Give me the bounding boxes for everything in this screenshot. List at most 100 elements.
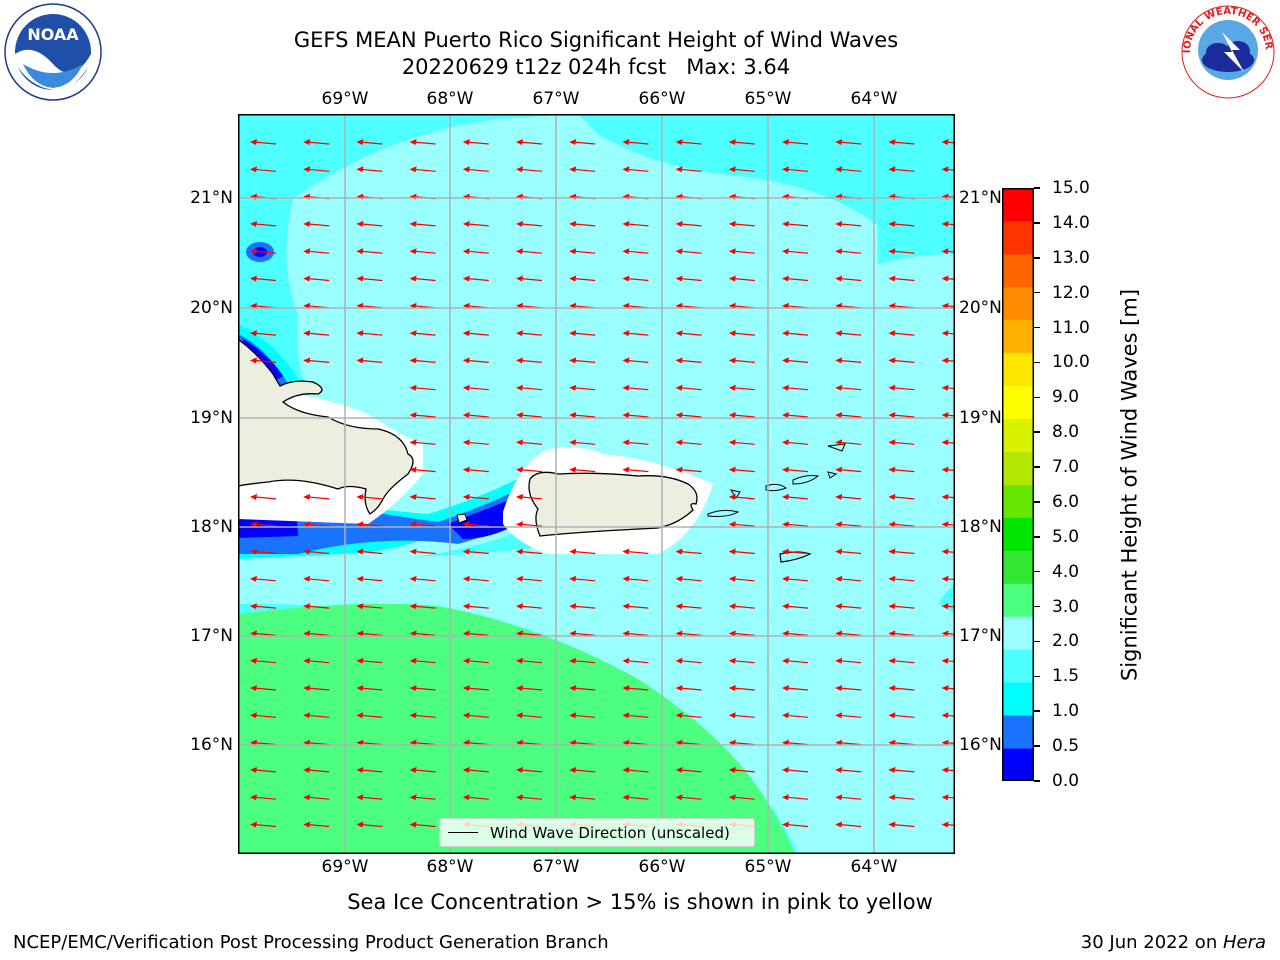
wave-direction-arrow bbox=[941, 466, 955, 473]
wave-direction-arrow bbox=[675, 330, 702, 337]
wave-direction-arrow bbox=[303, 275, 330, 282]
wave-direction-arrow bbox=[835, 575, 862, 582]
wave-direction-arrow bbox=[516, 521, 543, 528]
wave-direction-arrow bbox=[409, 412, 436, 418]
lat-label-right: 21°N bbox=[959, 188, 1002, 208]
wave-direction-arrow bbox=[409, 275, 436, 282]
wave-direction-arrow bbox=[888, 794, 915, 801]
colorbar-segment bbox=[1002, 517, 1034, 551]
wave-direction-arrow bbox=[409, 521, 436, 528]
wave-direction-arrow bbox=[622, 220, 649, 227]
wave-direction-arrow bbox=[303, 821, 330, 828]
colorbar-tick-mark bbox=[1034, 222, 1040, 224]
wave-direction-arrow bbox=[888, 821, 915, 828]
wave-direction-arrow bbox=[622, 139, 649, 145]
wave-direction-arrow bbox=[941, 220, 955, 227]
wave-direction-arrow bbox=[782, 439, 809, 446]
wave-direction-arrow bbox=[888, 657, 915, 664]
wave-direction-arrow bbox=[835, 139, 862, 145]
wave-direction-arrow bbox=[888, 220, 915, 227]
wave-direction-arrow bbox=[356, 575, 383, 582]
wave-direction-arrow bbox=[516, 384, 543, 391]
wave-direction-arrow bbox=[782, 712, 809, 719]
wave-direction-arrow bbox=[941, 794, 955, 801]
wave-direction-arrow bbox=[888, 166, 915, 173]
colorbar-segment bbox=[1002, 319, 1034, 354]
colorbar-tick-label: 3.0 bbox=[1052, 596, 1080, 617]
wave-direction-arrow bbox=[569, 548, 596, 555]
wave-direction-arrow bbox=[782, 575, 809, 582]
wave-direction-arrow bbox=[516, 439, 543, 446]
wave-direction-arrow bbox=[569, 575, 596, 582]
lon-label-top: 64°W bbox=[850, 89, 898, 109]
lat-label-right: 20°N bbox=[959, 298, 1002, 318]
wave-direction-arrow bbox=[675, 275, 702, 282]
wave-direction-arrow bbox=[356, 139, 383, 145]
wave-direction-arrow bbox=[835, 657, 862, 664]
wave-direction-arrow bbox=[941, 685, 955, 691]
colorbar-tick-mark bbox=[1034, 745, 1040, 747]
wave-direction-arrow bbox=[356, 794, 383, 801]
wave-direction-arrow bbox=[675, 603, 702, 610]
wave-direction-arrow bbox=[569, 657, 596, 664]
colorbar bbox=[1002, 188, 1034, 781]
wave-direction-arrow bbox=[356, 275, 383, 282]
noaa-logo-text: NOAA bbox=[27, 25, 79, 44]
colorbar-segment bbox=[1002, 385, 1034, 420]
wave-direction-arrow bbox=[728, 548, 755, 555]
colorbar-tick-label: 10.0 bbox=[1052, 352, 1090, 373]
colorbar-tick-label: 13.0 bbox=[1052, 247, 1090, 268]
wave-direction-arrow bbox=[941, 330, 955, 337]
wave-direction-arrow bbox=[516, 630, 543, 637]
wave-direction-arrow bbox=[782, 630, 809, 637]
wave-direction-arrow bbox=[728, 220, 755, 227]
wave-direction-arrow bbox=[888, 439, 915, 446]
wave-direction-arrow bbox=[941, 357, 955, 364]
wave-direction-arrow bbox=[462, 357, 489, 364]
wave-direction-arrow bbox=[675, 220, 702, 227]
wave-direction-arrow bbox=[941, 739, 955, 746]
wave-direction-arrow bbox=[516, 575, 543, 582]
wave-direction-arrow bbox=[941, 139, 955, 145]
colorbar-tick-label: 7.0 bbox=[1052, 457, 1080, 478]
colorbar-tick-label: 14.0 bbox=[1052, 212, 1090, 233]
wave-direction-arrow bbox=[888, 248, 915, 255]
wave-direction-arrow bbox=[569, 248, 596, 255]
wave-direction-arrow bbox=[250, 548, 277, 555]
lat-label-right: 16°N bbox=[959, 735, 1002, 755]
wave-direction-arrow bbox=[835, 275, 862, 282]
wave-direction-arrow bbox=[250, 357, 277, 364]
wave-direction-arrow bbox=[675, 139, 702, 145]
wave-direction-arrow bbox=[303, 603, 330, 610]
noaa-logo: NOAA bbox=[3, 2, 103, 102]
wave-direction-arrow bbox=[835, 166, 862, 173]
wave-direction-arrow bbox=[888, 139, 915, 145]
wave-direction-arrow bbox=[356, 657, 383, 664]
wave-direction-arrow bbox=[516, 275, 543, 282]
wave-direction-arrow bbox=[303, 139, 330, 145]
wave-direction-arrow bbox=[569, 603, 596, 610]
wave-direction-arrow bbox=[941, 630, 955, 637]
wave-direction-arrow bbox=[409, 466, 436, 473]
land-virgin-islands-4 bbox=[792, 475, 820, 485]
colorbar-segment bbox=[1002, 583, 1034, 617]
colorbar-segment bbox=[1002, 352, 1034, 387]
wave-direction-arrow bbox=[835, 220, 862, 227]
wave-direction-arrow bbox=[675, 166, 702, 173]
wave-direction-arrow bbox=[462, 166, 489, 173]
wave-direction-arrow bbox=[941, 166, 955, 173]
wave-direction-arrow bbox=[675, 439, 702, 446]
wave-direction-arrow bbox=[250, 248, 277, 255]
lon-label-bottom: 66°W bbox=[638, 857, 686, 877]
wave-direction-arrow bbox=[941, 412, 955, 418]
colorbar-tick-mark bbox=[1034, 466, 1040, 468]
wave-direction-arrow bbox=[728, 603, 755, 610]
wave-direction-arrow bbox=[516, 794, 543, 801]
wave-direction-arrow bbox=[941, 384, 955, 391]
wave-direction-arrow bbox=[462, 412, 489, 418]
wave-direction-arrow bbox=[622, 412, 649, 418]
colorbar-frame bbox=[1002, 188, 1034, 781]
wave-direction-arrow bbox=[516, 766, 543, 773]
wave-direction-arrow bbox=[250, 575, 277, 582]
colorbar-segment bbox=[1002, 550, 1034, 584]
